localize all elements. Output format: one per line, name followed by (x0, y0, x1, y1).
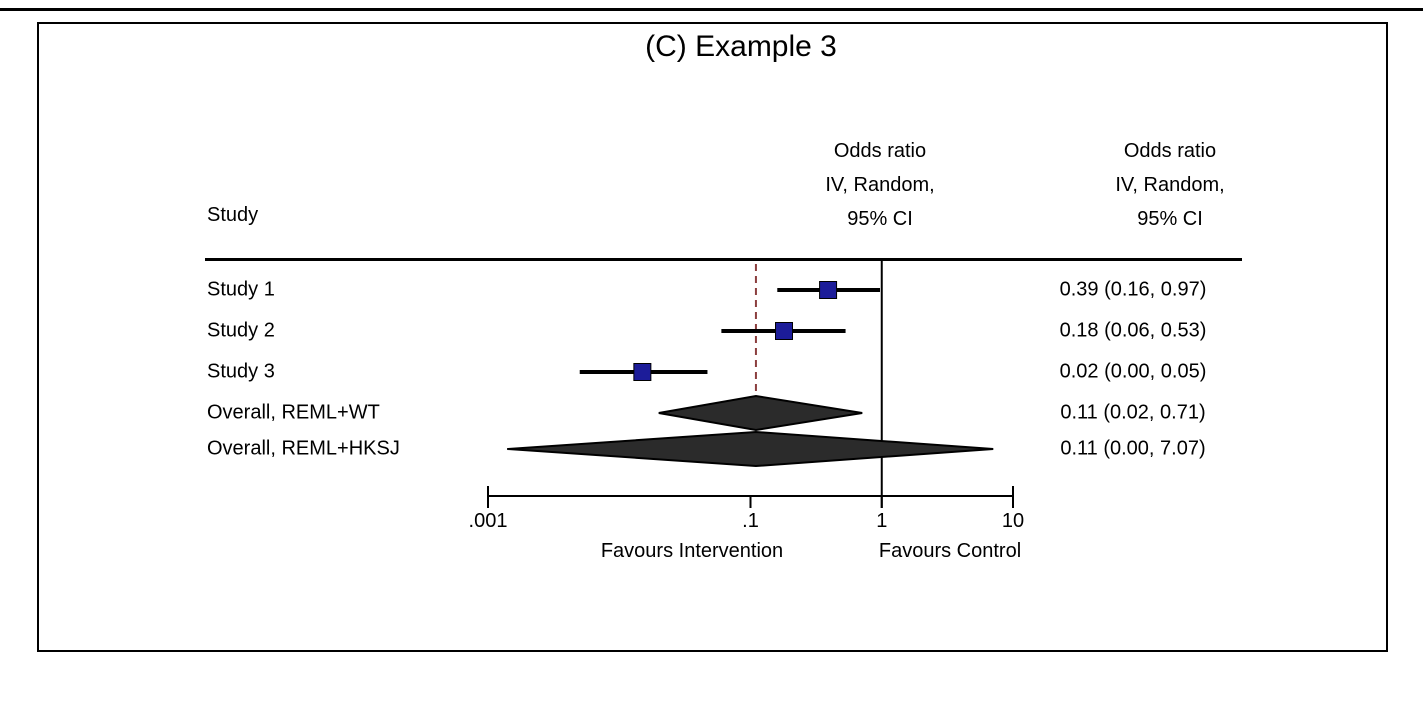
study-estimate-value: 0.11 (0.00, 7.07) (1060, 437, 1206, 460)
study-label: Study 2 (207, 319, 275, 342)
favours-intervention-label: Favours Intervention (600, 540, 784, 562)
column-header-plot: Odds ratio IV, Random, 95% CI (770, 134, 990, 236)
x-axis-tick-label: 1 (876, 510, 888, 532)
x-axis-tick-label: .1 (742, 510, 759, 532)
favours-control-label: Favours Control (878, 540, 1022, 562)
column-header-study: Study (207, 204, 259, 226)
study-label: Overall, REML+HKSJ (207, 437, 400, 460)
pooled-diamond (507, 430, 994, 468)
column-header-values-line1: Odds ratio (1123, 140, 1217, 162)
column-header-values-line2: IV, Random, (1115, 174, 1225, 196)
x-axis-tick-label: 10 (1001, 510, 1025, 532)
study-label: Study 1 (207, 278, 275, 301)
pooled-diamond (658, 394, 863, 432)
column-header-values: Odds ratio IV, Random, 95% CI (1060, 134, 1280, 236)
study-estimate-value: 0.18 (0.06, 0.53) (1059, 319, 1207, 342)
study-estimate-value: 0.11 (0.02, 0.71) (1060, 401, 1206, 424)
study-label: Overall, REML+WT (207, 401, 380, 424)
effect-square (633, 363, 652, 381)
top-rule (0, 8, 1423, 11)
study-estimate-value: 0.02 (0.00, 0.05) (1059, 360, 1207, 383)
x-axis-tick-label: .001 (468, 510, 508, 532)
figure-frame (37, 22, 1388, 652)
effect-square (775, 322, 794, 340)
effect-square (819, 281, 838, 299)
column-header-values-line3: 95% CI (1137, 208, 1203, 230)
column-header-plot-line2: IV, Random, (825, 174, 935, 196)
figure-title: (C) Example 3 (645, 30, 837, 63)
column-header-plot-line3: 95% CI (847, 208, 913, 230)
study-label: Study 3 (207, 360, 275, 383)
column-header-plot-line1: Odds ratio (833, 140, 927, 162)
header-separator-line (205, 258, 1242, 261)
study-estimate-value: 0.39 (0.16, 0.97) (1059, 278, 1207, 301)
